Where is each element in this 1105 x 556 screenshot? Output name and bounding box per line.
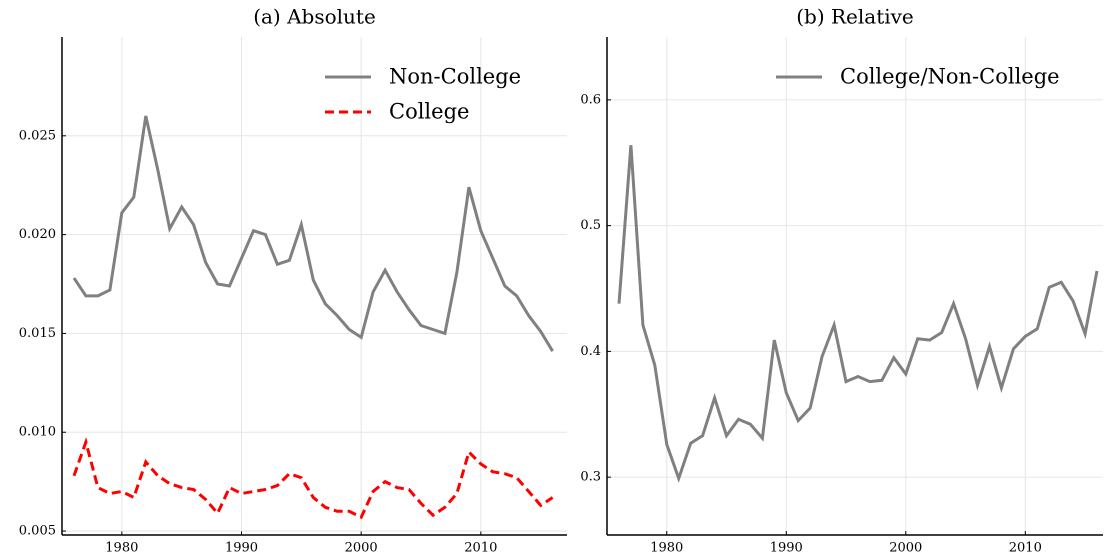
x-tick-label: 1980 — [650, 541, 683, 556]
y-tick-label: 0.3 — [580, 470, 601, 485]
x-tick-label: 1990 — [770, 541, 803, 556]
x-tick-label: 1980 — [105, 541, 138, 556]
y-tick-label: 0.005 — [19, 524, 56, 539]
y-tick-label: 0.010 — [19, 425, 56, 440]
chart-title: (b) Relative — [796, 5, 914, 29]
x-tick-label: 2010 — [464, 541, 497, 556]
legend-label: College — [389, 100, 469, 124]
line-series — [72, 115, 554, 352]
y-tick-label: 0.025 — [19, 128, 56, 143]
y-tick-label: 0.6 — [580, 92, 601, 107]
x-tick-label: 2000 — [345, 541, 378, 556]
line-series — [617, 145, 1099, 483]
x-tick-label: 2010 — [1009, 541, 1042, 556]
y-tick-label: 0.5 — [580, 218, 601, 233]
legend-label: College/Non-College — [840, 65, 1060, 89]
y-tick-label: 0.015 — [19, 326, 56, 341]
y-tick-label: 0.4 — [580, 344, 601, 359]
legend-label: Non-College — [389, 65, 521, 89]
line-series — [72, 437, 554, 520]
x-tick-label: 1990 — [225, 541, 258, 556]
x-tick-label: 2000 — [889, 541, 922, 556]
y-tick-label: 0.020 — [19, 227, 56, 242]
chart-title: (a) Absolute — [253, 5, 376, 29]
